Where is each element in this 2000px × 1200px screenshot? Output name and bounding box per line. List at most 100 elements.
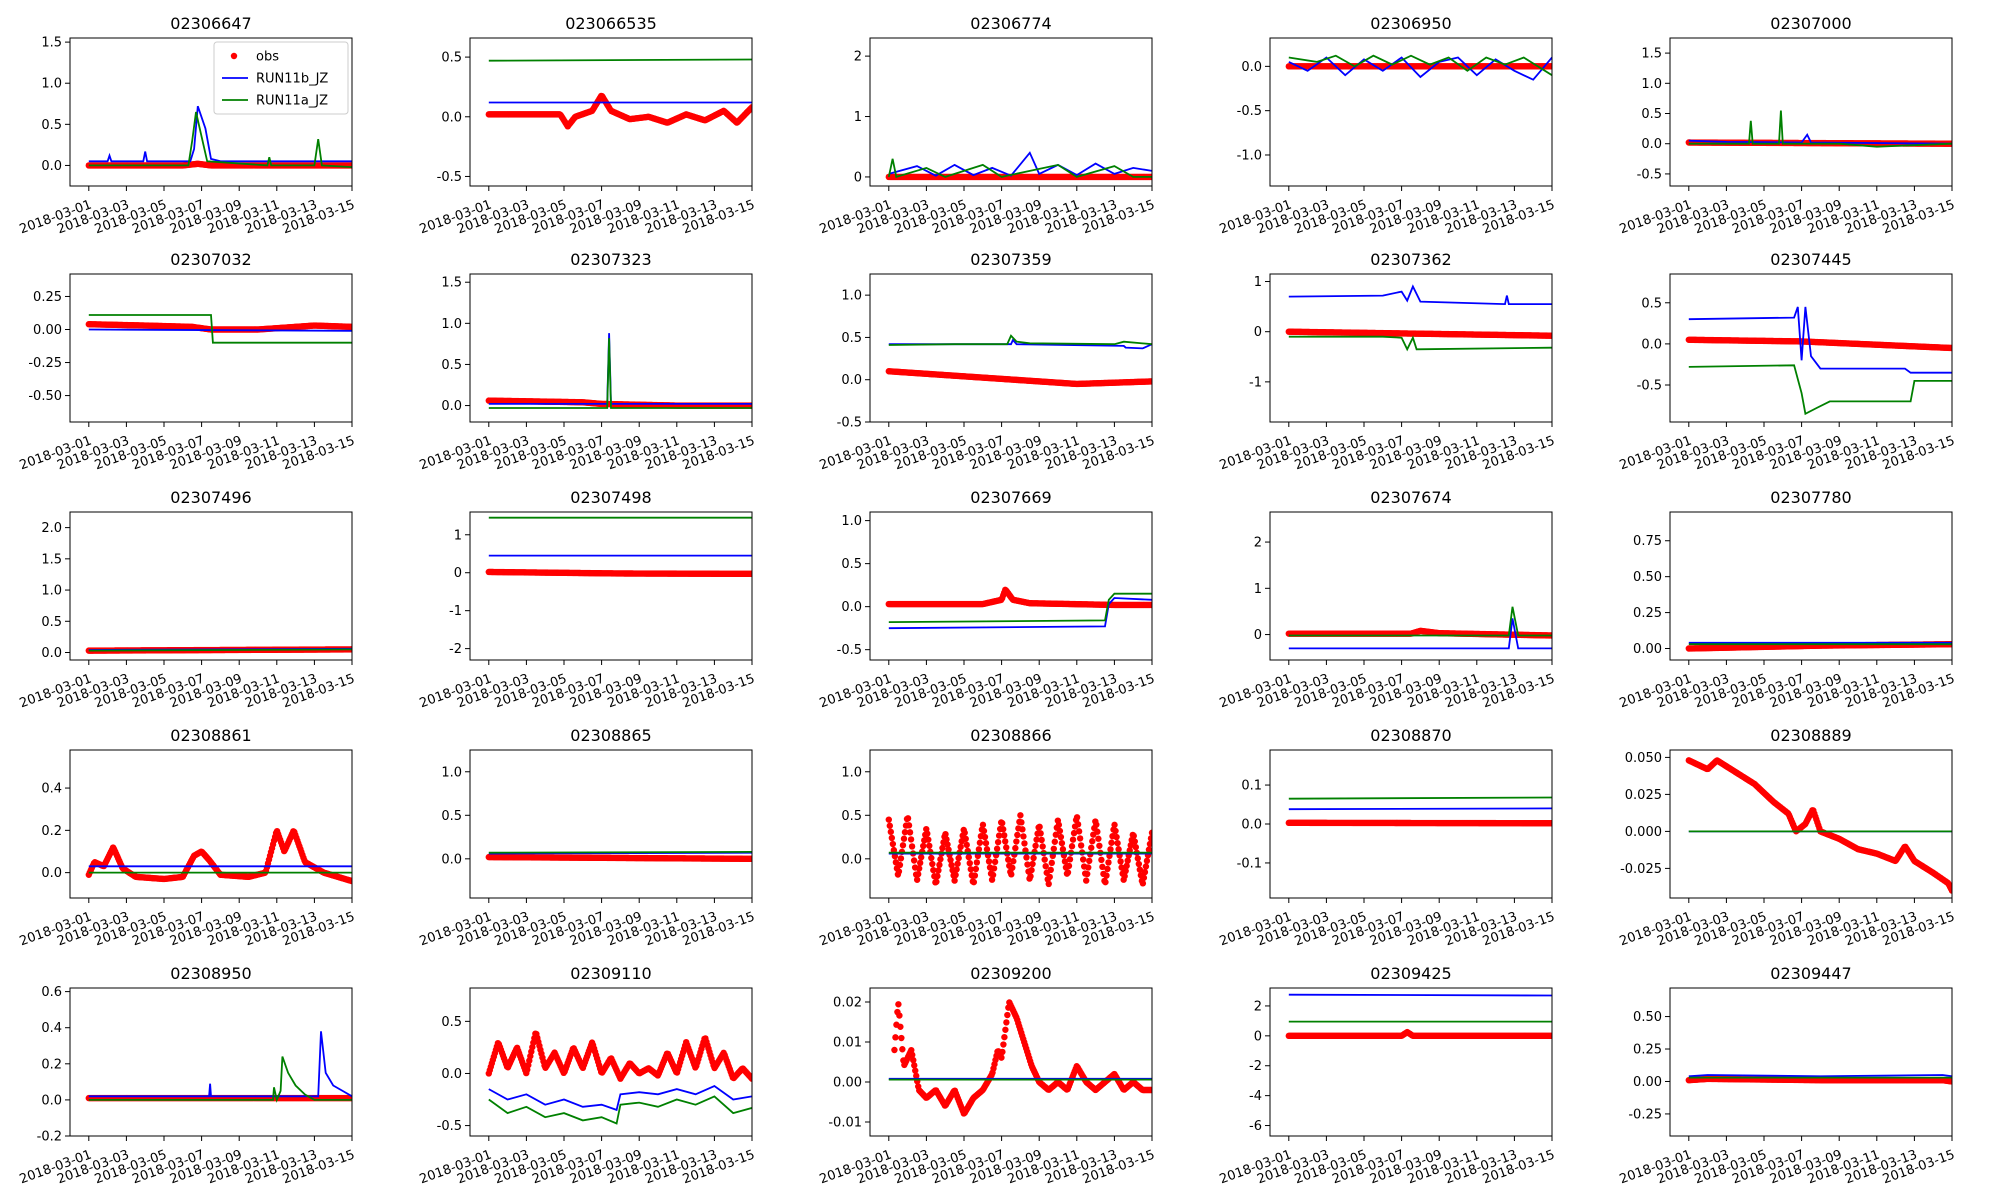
y-tick-label: -0.5 [437, 170, 462, 185]
y-tick-label: 0.5 [441, 358, 462, 373]
subplot-title: 02308865 [570, 726, 651, 745]
plot-area [470, 750, 752, 898]
obs-point [896, 861, 904, 869]
y-tick-label: 1.0 [841, 765, 862, 780]
plot-area [1270, 38, 1552, 186]
y-tick-label: 0.0 [441, 852, 462, 867]
subplot-title: 02306774 [970, 14, 1051, 33]
subplot-02307674: 023076740122018-03-012018-03-032018-03-0… [1218, 488, 1557, 711]
obs-point [348, 323, 352, 331]
plot-area [70, 274, 352, 422]
y-tick-label: 0.0 [841, 373, 862, 388]
run11a-line [488, 338, 752, 409]
y-tick-label: -0.5 [837, 416, 862, 431]
y-tick-label: 0.0 [841, 600, 862, 615]
subplot-02307780: 023077800.000.250.500.752018-03-012018-0… [1618, 488, 1957, 711]
plot-area [70, 512, 352, 660]
obs-series [485, 92, 752, 130]
obs-point [748, 855, 752, 863]
run11a-line [888, 334, 1152, 346]
subplot-title: 02308866 [970, 726, 1051, 745]
y-tick-label: -0.5 [1637, 167, 1662, 182]
y-tick-label: 0.2 [41, 824, 62, 839]
obs-point [887, 828, 895, 836]
subplot-title: 02307032 [170, 250, 251, 269]
subplot-title: 02307498 [570, 488, 651, 507]
plot-frame [469, 749, 753, 899]
y-tick-label: 0.50 [1633, 570, 1662, 585]
y-tick-label: 2.0 [41, 521, 62, 536]
obs-series [485, 568, 752, 578]
run11a-line [888, 592, 1152, 623]
subplot-title: 02307780 [1770, 488, 1851, 507]
y-tick-label: 0.00 [33, 323, 62, 338]
subplot-02306950: 02306950-1.0-0.50.02018-03-012018-03-032… [1218, 14, 1557, 237]
subplot-02306774: 023067740122018-03-012018-03-032018-03-0… [818, 14, 1157, 237]
y-tick-label: 1.0 [41, 584, 62, 599]
y-tick-label: 0.0 [1241, 60, 1262, 75]
plot-area [870, 512, 1152, 660]
subplot-title: 02307362 [1370, 250, 1451, 269]
run11a-line [488, 851, 752, 854]
run11b-line [488, 333, 752, 405]
run11b-line [1288, 56, 1552, 81]
y-tick-label: 0.5 [841, 809, 862, 824]
y-tick-label: -0.5 [837, 643, 862, 658]
y-tick-label: 0.25 [33, 290, 62, 305]
subplot-02307323: 023073230.00.51.01.52018-03-012018-03-03… [418, 250, 757, 473]
y-tick-label: 1 [1254, 582, 1262, 597]
subplot-title: 02307359 [970, 250, 1051, 269]
run11b-line [888, 151, 1152, 177]
plot-frame [469, 273, 753, 423]
plot-frame [1269, 273, 1553, 423]
run11a-line [488, 58, 752, 62]
run11a-line [88, 111, 352, 168]
obs-point [1948, 344, 1952, 352]
run11b-line [1688, 306, 1952, 374]
obs-point [895, 868, 903, 875]
subplot-title: 023066535 [565, 14, 657, 33]
legend-box [213, 41, 349, 115]
plot-frame [869, 511, 1153, 661]
obs-point [886, 822, 894, 829]
y-tick-label: 1.0 [841, 514, 862, 529]
plot-area [70, 750, 352, 898]
run11b-line [1688, 132, 1952, 145]
y-tick-label: -0.5 [1237, 104, 1262, 119]
y-tick-label: -1 [449, 604, 462, 619]
subplot-02307496: 023074960.00.51.01.52.02018-03-012018-03… [18, 488, 357, 711]
subplot-023066535: 023066535-0.50.00.52018-03-012018-03-032… [418, 14, 757, 237]
subplot-title: 02307323 [570, 250, 651, 269]
run11a-line [887, 158, 1152, 179]
obs-point [885, 816, 892, 823]
obs-point [748, 570, 752, 578]
y-tick-label: 0.5 [41, 615, 62, 630]
obs-point [348, 877, 352, 885]
y-tick-label: 0.0 [841, 852, 862, 867]
run11a-line [1288, 606, 1552, 637]
y-tick-label: 1 [454, 528, 462, 543]
obs-point [888, 834, 896, 842]
y-tick-label: 0.4 [41, 782, 62, 797]
plot-area [1670, 38, 1952, 186]
obs-series [885, 812, 1152, 888]
y-tick-label: 1.0 [441, 317, 462, 332]
y-tick-label: 0.5 [441, 809, 462, 824]
subplot-02307445: 02307445-0.50.00.52018-03-012018-03-0320… [1618, 250, 1957, 473]
obs-point [897, 855, 905, 862]
run11a-line [1688, 110, 1952, 148]
y-tick-label: 1.0 [841, 289, 862, 304]
y-tick-label: 0.0 [1641, 137, 1662, 152]
subplot-02307000: 02307000-0.50.00.51.01.52018-03-012018-0… [1618, 14, 1957, 237]
run11b-line [88, 105, 352, 163]
plot-frame [1669, 37, 1953, 187]
y-tick-label: 0.25 [1633, 606, 1662, 621]
subplot-02307362: 02307362-1012018-03-012018-03-032018-03-… [1218, 250, 1557, 473]
obs-series [1685, 336, 1952, 352]
y-tick-label: 0 [1254, 628, 1262, 643]
obs-series [1285, 328, 1552, 339]
y-tick-label: 1 [854, 110, 862, 125]
run11b-line [88, 328, 352, 332]
